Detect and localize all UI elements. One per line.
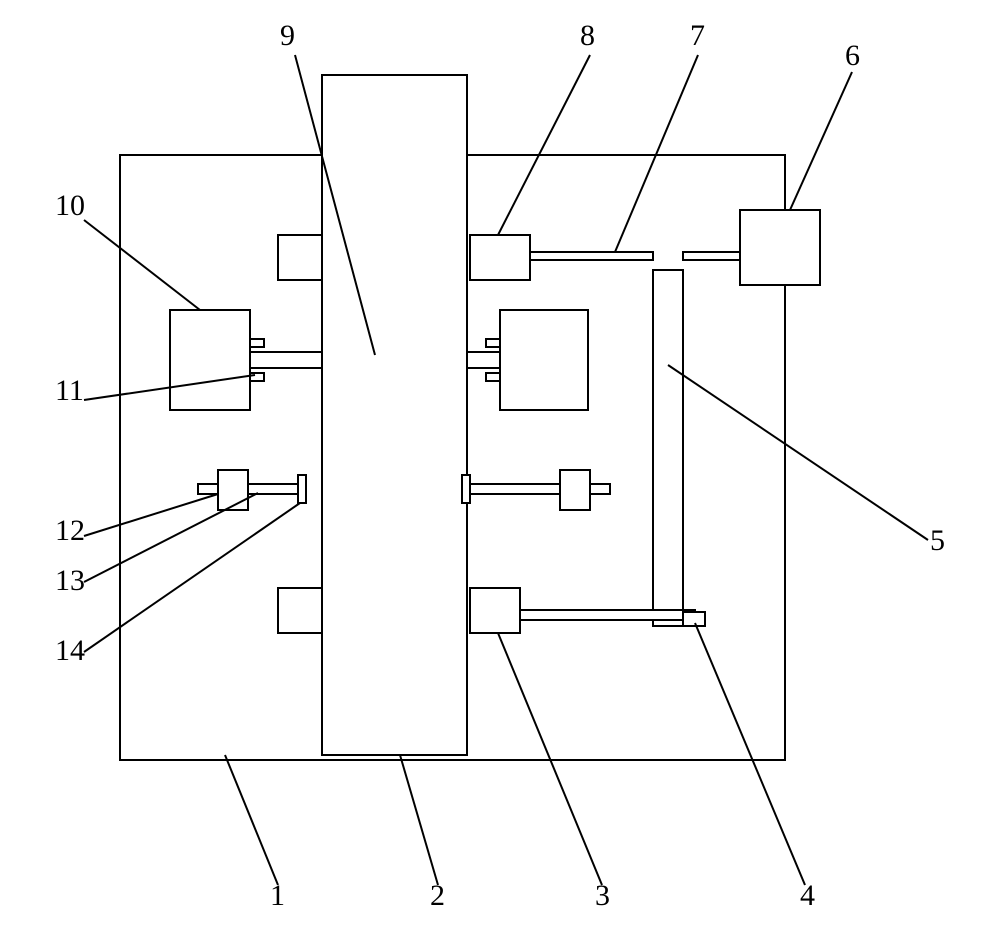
leader-6 — [790, 72, 852, 210]
cap-right — [462, 475, 470, 503]
central-column — [322, 75, 467, 755]
block-top-left — [278, 235, 322, 280]
label-14: 14 — [55, 634, 85, 667]
block-mid-right — [500, 310, 588, 410]
block-small-left — [218, 470, 248, 510]
block-bottom-right — [470, 588, 520, 633]
label-5: 5 — [930, 524, 945, 557]
label-4: 4 — [800, 879, 815, 912]
right-panel — [653, 270, 683, 626]
connector-bottom-right — [520, 610, 695, 620]
label-11: 11 — [55, 374, 84, 407]
stub-lower-left — [198, 484, 218, 494]
block-mid-left — [170, 310, 250, 410]
connector-mid-right — [467, 352, 500, 368]
connector-top-right-1 — [530, 252, 653, 260]
pin-right-upper — [486, 339, 500, 347]
pin-left-upper — [250, 339, 264, 347]
leader-1 — [225, 755, 278, 885]
notch-bottom-right — [683, 612, 705, 626]
block-small-right — [560, 470, 590, 510]
label-2: 2 — [430, 879, 445, 912]
label-12: 12 — [55, 514, 85, 547]
pin-right-lower — [486, 373, 500, 381]
label-13: 13 — [55, 564, 85, 597]
label-10: 10 — [55, 189, 85, 222]
label-7: 7 — [690, 19, 705, 52]
connector-top-right-2 — [683, 252, 740, 260]
connector-mid-left — [250, 352, 322, 368]
label-1: 1 — [270, 879, 285, 912]
leader-2 — [400, 755, 438, 885]
connector-lower-left — [248, 484, 300, 494]
block-top-right — [470, 235, 530, 280]
connector-lower-right — [467, 484, 560, 494]
technical-diagram: 9 8 7 6 10 11 12 13 14 5 4 3 2 1 — [0, 0, 1000, 928]
label-8: 8 — [580, 19, 595, 52]
block-bottom-left — [278, 588, 322, 633]
label-3: 3 — [595, 879, 610, 912]
block-upper-right — [740, 210, 820, 285]
cap-left — [298, 475, 306, 503]
stub-lower-right — [590, 484, 610, 494]
label-9: 9 — [280, 19, 295, 52]
pin-left-lower — [250, 373, 264, 381]
label-6: 6 — [845, 39, 860, 72]
